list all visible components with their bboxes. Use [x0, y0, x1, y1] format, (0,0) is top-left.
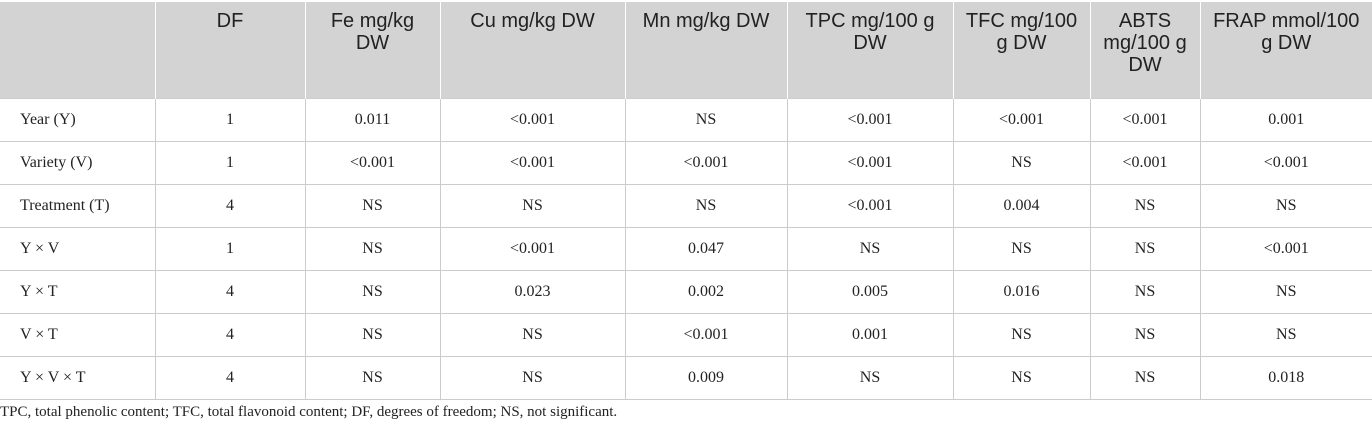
cell: 0.011 — [304, 97, 440, 141]
table-row: Y × T 4 NS 0.023 0.002 0.005 0.016 NS NS — [0, 269, 1372, 313]
row-label: Treatment (T) — [0, 183, 155, 227]
cell: NS — [304, 312, 440, 356]
cell: 0.005 — [786, 269, 953, 313]
cell: NS — [952, 312, 1090, 356]
cell: NS — [1089, 312, 1200, 356]
cell: NS — [304, 183, 440, 227]
cell: 4 — [154, 183, 305, 227]
cell: <0.001 — [786, 140, 953, 184]
table-row: V × T 4 NS NS <0.001 0.001 NS NS NS — [0, 312, 1372, 356]
cell: NS — [952, 226, 1090, 270]
header-cell — [0, 2, 155, 98]
cell: <0.001 — [786, 97, 953, 141]
header-cell: ABTS mg/100 g DW — [1089, 2, 1200, 98]
cell: 0.001 — [786, 312, 953, 356]
header-cell: Mn mg/kg DW — [624, 2, 787, 98]
cell: <0.001 — [439, 140, 625, 184]
cell: NS — [786, 226, 953, 270]
cell: NS — [624, 97, 787, 141]
header-cell: DF — [154, 2, 305, 98]
table-body: Year (Y) 1 0.011 <0.001 NS <0.001 <0.001 <0.001… — [0, 97, 1372, 400]
cell: <0.001 — [952, 97, 1090, 141]
cell: 0.018 — [1199, 355, 1372, 400]
cell: <0.001 — [1199, 226, 1372, 270]
cell: NS — [952, 355, 1090, 400]
cell: <0.001 — [786, 183, 953, 227]
table-row: Y × V 1 NS <0.001 0.047 NS NS NS <0.001 — [0, 226, 1372, 270]
table-row: Year (Y) 1 0.011 <0.001 NS <0.001 <0.001 <0.001… — [0, 97, 1372, 141]
cell: NS — [952, 140, 1090, 184]
cell: 0.016 — [952, 269, 1090, 313]
header-cell: Cu mg/kg DW — [439, 2, 625, 98]
anova-table: DF Fe mg/kg DW Cu mg/kg DW Mn mg/kg DW TPC m… — [0, 2, 1372, 400]
cell: NS — [786, 355, 953, 400]
cell: 4 — [154, 312, 305, 356]
cell: <0.001 — [1199, 140, 1372, 184]
header-cell: TPC mg/100 g DW — [786, 2, 953, 98]
header-row: DF Fe mg/kg DW Cu mg/kg DW Mn mg/kg DW TPC m… — [0, 2, 1372, 98]
row-label: Y × T — [0, 269, 155, 313]
cell: NS — [1199, 183, 1372, 227]
cell: NS — [1089, 226, 1200, 270]
cell: 0.004 — [952, 183, 1090, 227]
cell: 0.047 — [624, 226, 787, 270]
cell: <0.001 — [439, 226, 625, 270]
cell: NS — [1199, 269, 1372, 313]
cell: <0.001 — [624, 312, 787, 356]
header-cell: TFC mg/100 g DW — [952, 2, 1090, 98]
cell: 0.001 — [1199, 97, 1372, 141]
row-label: Year (Y) — [0, 97, 155, 141]
table-row: Variety (V) 1 <0.001 <0.001 <0.001 <0.001 NS <0… — [0, 140, 1372, 184]
cell: NS — [1199, 312, 1372, 356]
row-label: Variety (V) — [0, 140, 155, 184]
cell: NS — [1089, 269, 1200, 313]
cell: NS — [304, 269, 440, 313]
cell: NS — [439, 312, 625, 356]
cell: 1 — [154, 226, 305, 270]
cell: 4 — [154, 355, 305, 400]
cell: <0.001 — [1089, 140, 1200, 184]
cell: 1 — [154, 97, 305, 141]
footnote: TPC, total phenolic content; TFC, total … — [0, 404, 618, 420]
cell: NS — [304, 355, 440, 400]
cell: <0.001 — [439, 97, 625, 141]
cell: NS — [1089, 355, 1200, 400]
cell: NS — [439, 183, 625, 227]
table-row: Treatment (T) 4 NS NS NS <0.001 0.004 NS NS — [0, 183, 1372, 227]
row-label: V × T — [0, 312, 155, 356]
table-row: Y × V × T 4 NS NS 0.009 NS NS NS 0.018 — [0, 355, 1372, 400]
cell: NS — [1089, 183, 1200, 227]
cell: <0.001 — [1089, 97, 1200, 141]
cell: <0.001 — [304, 140, 440, 184]
cell: NS — [304, 226, 440, 270]
header-cell: FRAP mmol/100 g DW — [1199, 2, 1372, 98]
header-cell: Fe mg/kg DW — [304, 2, 440, 98]
cell: NS — [624, 183, 787, 227]
cell: 1 — [154, 140, 305, 184]
cell: 0.023 — [439, 269, 625, 313]
row-label: Y × V — [0, 226, 155, 270]
cell: 4 — [154, 269, 305, 313]
cell: 0.002 — [624, 269, 787, 313]
cell: 0.009 — [624, 355, 787, 400]
row-label: Y × V × T — [0, 355, 155, 400]
cell: NS — [439, 355, 625, 400]
cell: <0.001 — [624, 140, 787, 184]
